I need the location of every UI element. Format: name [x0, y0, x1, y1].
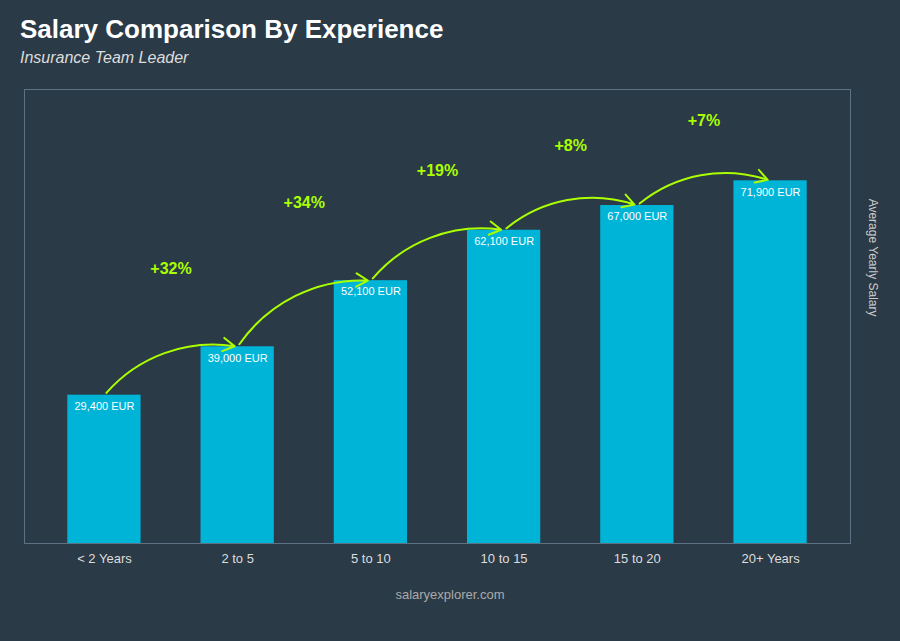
svg-text:+19%: +19% — [417, 162, 458, 179]
svg-text:10 to 15: 10 to 15 — [481, 551, 528, 566]
html-text:Insurance Team Leader: Insurance Team Leader — [20, 49, 189, 66]
svg-text:39,000 EUR: 39,000 EUR — [208, 352, 268, 364]
svg-text:+7%: +7% — [688, 112, 720, 129]
svg-text:67,000 EUR: 67,000 EUR — [607, 210, 667, 222]
svg-text:71,900 EUR: 71,900 EUR — [741, 186, 801, 198]
svg-text:20+ Years: 20+ Years — [741, 551, 800, 566]
svg-text:< 2 Years: < 2 Years — [77, 551, 132, 566]
svg-text:62,100 EUR: 62,100 EUR — [474, 235, 534, 247]
svg-text:+32%: +32% — [150, 260, 191, 277]
svg-text:2 to 5: 2 to 5 — [221, 551, 254, 566]
svg-text:29,400 EUR: 29,400 EUR — [74, 400, 134, 412]
html-text:salaryexplorer.com: salaryexplorer.com — [395, 587, 505, 602]
svg-text:+34%: +34% — [284, 194, 325, 211]
svg-text:+8%: +8% — [554, 137, 586, 154]
svg-text:5 to 10: 5 to 10 — [351, 551, 391, 566]
svg-text:15 to 20: 15 to 20 — [614, 551, 661, 566]
html-text:Salary Comparison By Experienc: Salary Comparison By Experience — [20, 14, 444, 44]
svg-text:Average Yearly Salary: Average Yearly Salary — [866, 199, 880, 317]
svg-text:52,100 EUR: 52,100 EUR — [341, 285, 401, 297]
